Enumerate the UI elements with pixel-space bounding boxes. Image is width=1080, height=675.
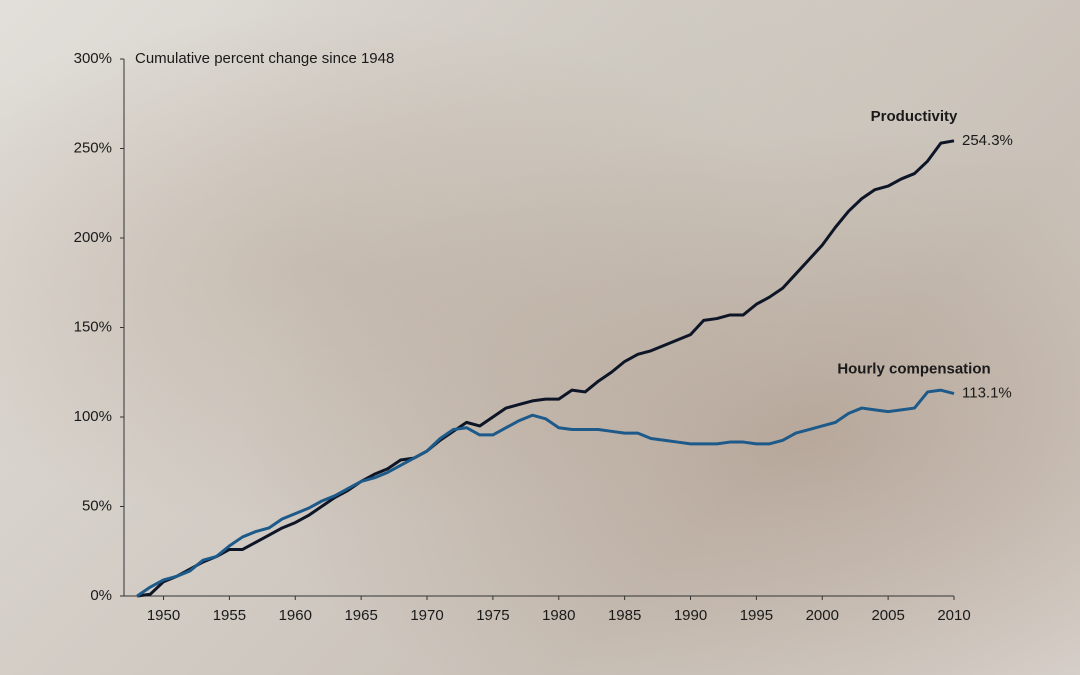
x-tick-label: 1960 [279,607,312,624]
x-tick-label: 2000 [806,607,839,624]
axis-title: Cumulative percent change since 1948 [135,50,394,67]
x-tick-label: 1975 [476,607,509,624]
y-tick-label: 150% [74,318,112,335]
series-line [136,388,955,598]
y-tick-label: 50% [82,497,112,514]
y-tick-label: 300% [74,50,112,67]
y-tick-label: 200% [74,229,112,246]
value-label: 254.3% [962,132,1013,149]
series-line [136,139,955,598]
x-tick-label: 2005 [871,607,904,624]
x-tick-label: 1970 [410,607,443,624]
x-tick-label: 1990 [674,607,707,624]
series-label: Hourly compensation [837,361,990,378]
x-tick-label: 1955 [213,607,246,624]
y-tick-label: 100% [74,408,112,425]
x-tick-label: 2010 [937,607,970,624]
x-tick-label: 1980 [542,607,575,624]
x-tick-label: 1995 [740,607,773,624]
series-label: Productivity [871,108,958,125]
value-label: 113.1% [962,385,1012,402]
y-tick-label: 250% [74,139,112,156]
y-tick-label: 0% [90,587,112,604]
x-tick-label: 1985 [608,607,641,624]
x-tick-label: 1950 [147,607,180,624]
x-tick-label: 1965 [344,607,377,624]
